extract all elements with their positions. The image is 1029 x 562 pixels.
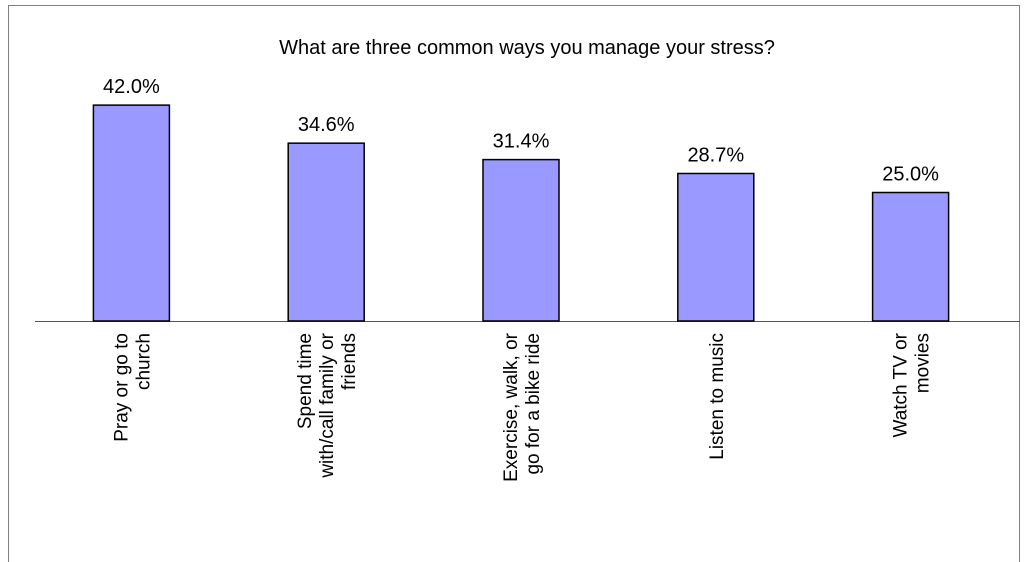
- value-label: 31.4%: [493, 131, 550, 153]
- x-tick-label: Spend timewith/call family orfriends: [295, 332, 360, 478]
- x-tick-label: Listen to music: [707, 333, 728, 460]
- bar: [287, 142, 365, 322]
- chart-title: What are three common ways you manage yo…: [279, 37, 775, 59]
- value-label: 28.7%: [687, 144, 744, 166]
- x-tick-label: Exercise, walk, orgo for a bike ride: [501, 332, 544, 482]
- x-tick-label: Watch TV ormovies: [891, 332, 934, 437]
- value-label: 42.0%: [103, 76, 160, 98]
- x-tick-label: Pray or go tochurch: [111, 333, 154, 442]
- bar: [92, 104, 171, 322]
- value-label: 34.6%: [298, 114, 355, 136]
- bar: [482, 158, 560, 322]
- bar: [871, 191, 950, 322]
- value-label: 25.0%: [882, 164, 939, 186]
- bar: [677, 172, 755, 322]
